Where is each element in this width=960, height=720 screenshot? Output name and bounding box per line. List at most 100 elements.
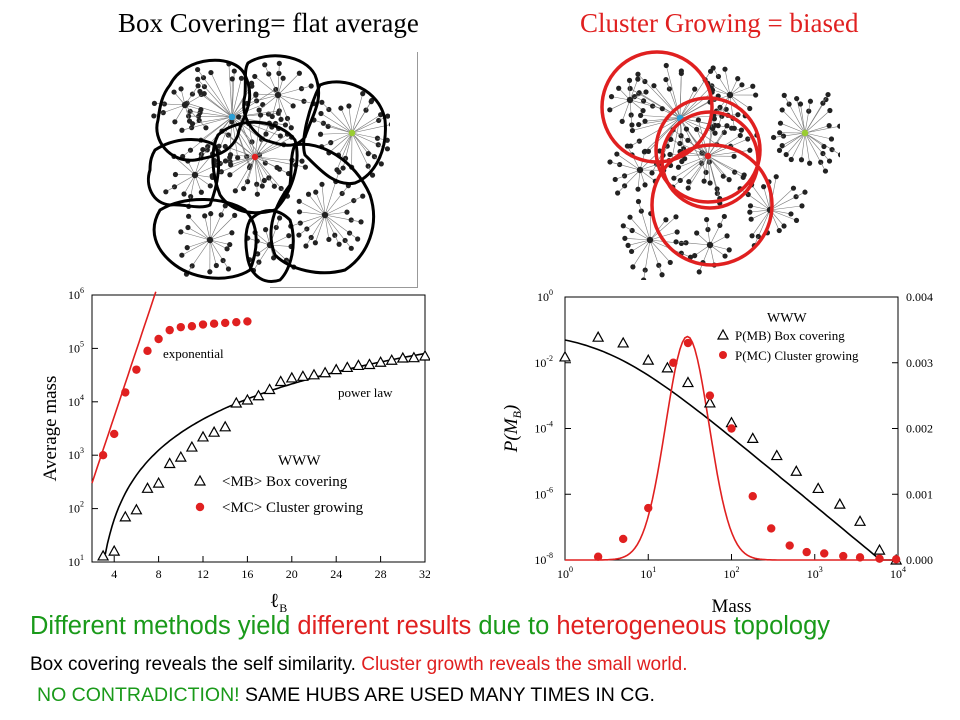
network-edge (299, 201, 326, 216)
network-node (642, 118, 648, 124)
network-edge (324, 193, 343, 216)
network-edge (190, 174, 196, 197)
network-node (737, 132, 743, 139)
y-tick-exponent: 3 (80, 446, 84, 455)
network-node (747, 147, 753, 153)
network-edge (209, 232, 232, 241)
network-edge (707, 155, 730, 180)
network-edge (231, 89, 277, 118)
network-node (828, 136, 835, 142)
box-covering-point (396, 351, 409, 363)
network-edge (629, 99, 653, 107)
network-edge (336, 132, 353, 170)
network-edge (351, 132, 375, 157)
x-tick-label: 102 (724, 565, 740, 581)
network-node (625, 242, 631, 248)
network-node (319, 99, 325, 105)
caption-line-2: Box covering reveals the self similarity… (30, 654, 688, 676)
network-node (178, 229, 184, 235)
network-node (280, 75, 286, 81)
network-node (338, 105, 344, 111)
network-edge (783, 132, 806, 137)
network-edge (308, 194, 326, 216)
network-node (793, 217, 800, 223)
title-cluster-growing: Cluster Growing = biased (580, 8, 859, 38)
y-tick-exponent: -4 (546, 420, 553, 429)
network-node (701, 178, 707, 184)
network-edge (277, 88, 302, 96)
mass-distribution-chart: 100 101 102 103 10410010-210-410-610-80.0040… (501, 288, 933, 612)
cluster-growing-point (593, 552, 603, 561)
network-edge (707, 125, 728, 157)
y-axis-label-close: ) (501, 405, 522, 412)
network-edge (254, 156, 282, 189)
network-node (755, 233, 761, 240)
network-node (290, 103, 296, 109)
network-edge (624, 238, 651, 241)
network-edge (254, 156, 296, 166)
box-covering-point (196, 430, 210, 442)
title-box-covering: Box Covering= flat average (118, 8, 419, 38)
x-tick-label: 101 (640, 565, 656, 581)
x-tick-exponent: 2 (736, 565, 740, 574)
network-edge (258, 94, 279, 111)
y-axis-label: P(MB) (501, 405, 524, 453)
y-tick-label: 104 (68, 393, 84, 409)
box-covering-point (341, 361, 354, 373)
network-edge (174, 174, 196, 188)
network-node (747, 209, 753, 215)
network-edge (649, 231, 678, 241)
network-edge (769, 209, 797, 221)
box-covering-point (661, 361, 674, 373)
network-node (218, 212, 224, 218)
network-edge (804, 132, 825, 147)
network-edge (256, 94, 279, 102)
network-node (826, 123, 832, 129)
network-node (301, 98, 307, 104)
network-edge (707, 155, 724, 177)
network-node (667, 151, 673, 158)
network-edge (186, 102, 233, 118)
network-node (326, 236, 332, 243)
network-node (225, 266, 232, 272)
network-node (624, 143, 630, 149)
x-tick-label: 16 (241, 567, 253, 581)
cluster-growing-point (669, 358, 678, 367)
network-edge (669, 88, 681, 119)
network-edge (624, 169, 641, 187)
network-node (770, 134, 777, 141)
network-node (277, 215, 283, 221)
network-node (822, 168, 829, 174)
network-node (213, 262, 219, 269)
network-edge (221, 156, 256, 173)
network-node (220, 257, 226, 264)
network-node (384, 146, 390, 152)
network-edge (801, 132, 806, 160)
cluster-growing-point (785, 541, 794, 550)
network-edge (324, 181, 337, 216)
network-node (673, 214, 679, 220)
network-node (779, 107, 785, 113)
cluster-growing-point (154, 334, 163, 344)
box-outline-6 (269, 142, 375, 275)
cluster-growing-point (820, 549, 829, 558)
network-node (694, 230, 700, 236)
network-node (614, 151, 620, 157)
x-axis-label: ℓB (270, 590, 288, 612)
network-node (188, 193, 194, 200)
network-node (336, 169, 342, 175)
network-node (825, 91, 831, 98)
cluster-growing-point (748, 492, 757, 501)
network-node (753, 92, 759, 98)
network-node (748, 216, 754, 222)
x-tick-exponent: 4 (902, 565, 906, 574)
cluster-growing-point (110, 429, 119, 439)
network-node (266, 175, 272, 181)
network-edges-nodes (607, 62, 840, 280)
hub-node (706, 241, 714, 249)
y-tick-label: 102 (68, 500, 84, 516)
network-edge (268, 73, 279, 96)
caption-part: Different methods yield (30, 612, 298, 640)
network-edge (707, 155, 718, 190)
network-node (388, 122, 390, 127)
